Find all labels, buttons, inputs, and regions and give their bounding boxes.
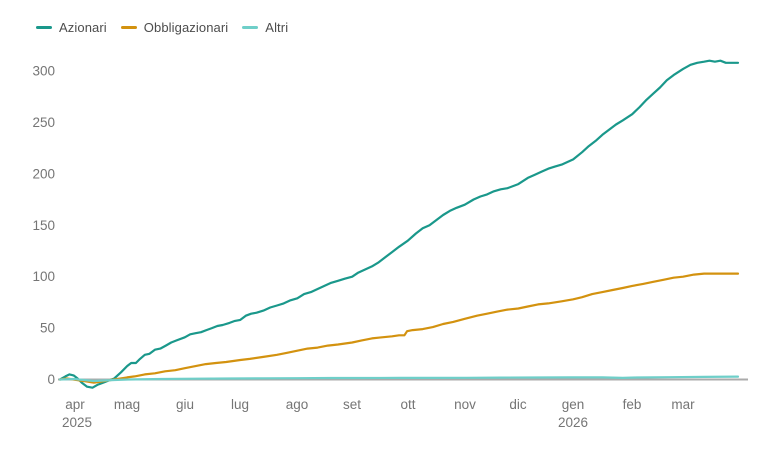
x-axis-tick-label: ott bbox=[401, 397, 416, 412]
y-axis-tick-label: 0 bbox=[47, 372, 55, 387]
legend-item-altri[interactable]: Altri bbox=[242, 20, 288, 35]
obbligazionari-line-swatch-icon bbox=[120, 26, 137, 29]
x-axis-tick-label: dic bbox=[509, 397, 527, 412]
legend-item-azionari[interactable]: Azionari bbox=[36, 20, 107, 35]
y-axis-tick-label: 100 bbox=[32, 269, 55, 284]
legend-label-obbligazionari: Obbligazionari bbox=[143, 20, 229, 35]
altri-line-swatch-icon bbox=[242, 26, 259, 29]
series-line-obbligazionari bbox=[58, 272, 740, 384]
series-line-azionari bbox=[58, 59, 740, 389]
legend-item-obbligazionari[interactable]: Obbligazionari bbox=[120, 20, 229, 35]
x-axis-tick-label: feb bbox=[623, 397, 642, 412]
x-axis-tick-label: mar bbox=[671, 397, 695, 412]
x-axis-tick-label: set bbox=[343, 397, 361, 412]
x-axis-tick-label: mag bbox=[114, 397, 140, 412]
x-axis-tick-label: ago bbox=[286, 397, 309, 412]
x-axis-tick-label: giu bbox=[176, 397, 194, 412]
azionari-line-swatch-icon bbox=[36, 26, 52, 29]
y-axis-tick-label: 300 bbox=[32, 64, 55, 79]
x-axis-year-label: 2026 bbox=[558, 415, 588, 430]
x-axis-tick-label: gen bbox=[562, 397, 585, 412]
y-axis-tick-label: 250 bbox=[32, 115, 55, 130]
x-axis-tick-label: lug bbox=[231, 397, 249, 412]
chart-legend: Azionari Obbligazionari Altri bbox=[36, 20, 288, 35]
y-axis-tick-label: 50 bbox=[40, 321, 55, 336]
legend-label-azionari: Azionari bbox=[59, 20, 107, 35]
x-axis-tick-label: nov bbox=[454, 397, 476, 412]
x-axis-year-label: 2025 bbox=[62, 415, 92, 430]
series-line-altri bbox=[58, 375, 740, 383]
y-axis-tick-label: 200 bbox=[32, 166, 55, 181]
y-axis-tick-label: 150 bbox=[32, 218, 55, 233]
legend-label-altri: Altri bbox=[265, 20, 289, 35]
x-axis-tick-label: apr bbox=[65, 397, 85, 412]
